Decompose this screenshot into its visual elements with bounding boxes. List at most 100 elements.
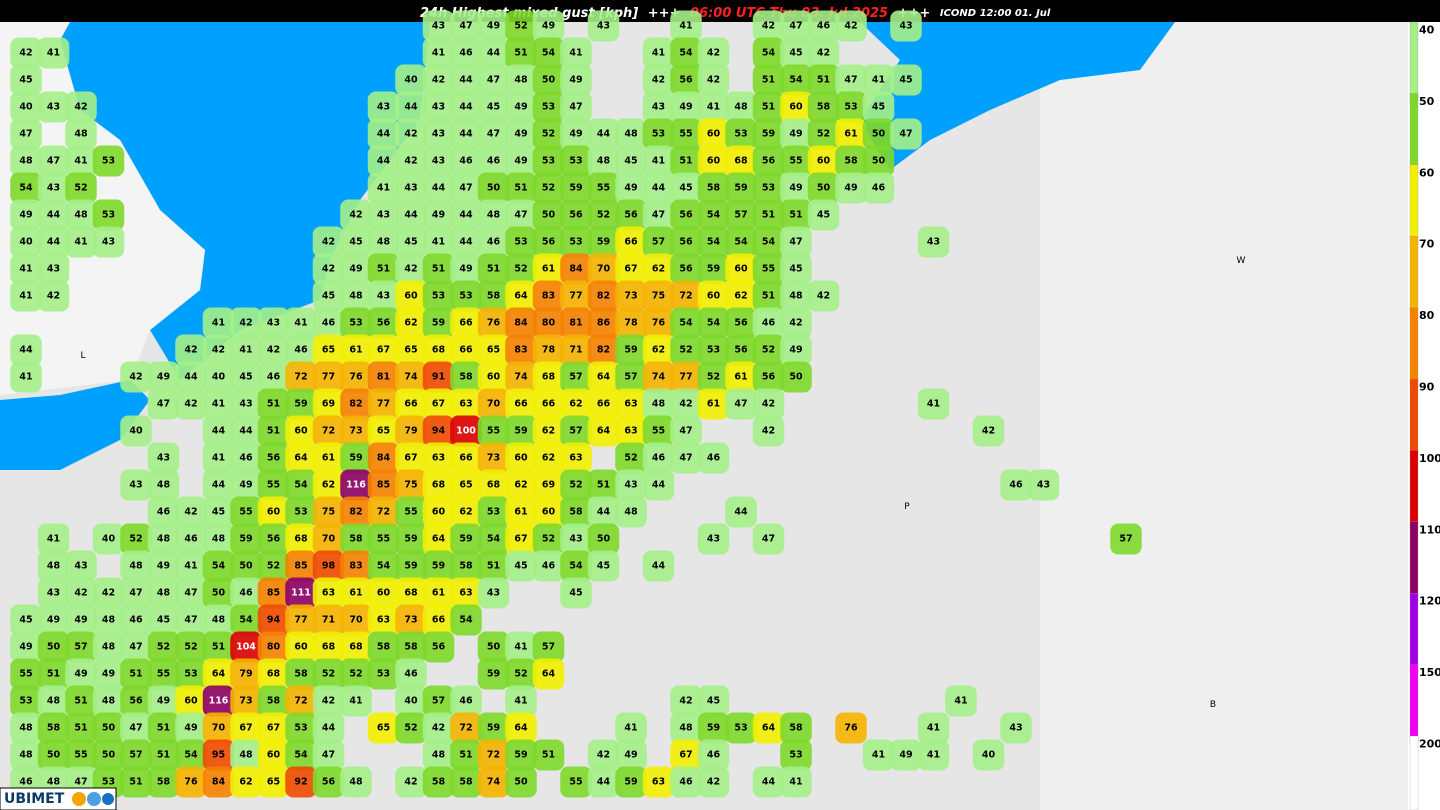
gust-value: 60 [707, 291, 721, 302]
gust-cell [670, 253, 702, 285]
gust-value: 56 [679, 210, 693, 221]
gust-cell [450, 199, 482, 231]
gust-cell [615, 145, 647, 177]
gust-value: 42 [707, 777, 720, 788]
gust-cell [65, 118, 97, 150]
gust-value: 45 [349, 237, 362, 248]
gust-cell [450, 10, 482, 42]
gust-cell [395, 577, 427, 609]
gust-value: 49 [844, 183, 857, 194]
gust-value: 68 [542, 372, 556, 383]
gust-value: 68 [267, 669, 281, 680]
gust-cell [670, 388, 702, 420]
gust-cell [670, 415, 702, 447]
gust-value: 58 [789, 723, 803, 734]
gust-value: 49 [157, 696, 170, 707]
gust-cell [257, 658, 290, 690]
gust-value: 58 [349, 534, 363, 545]
gust-cell [422, 307, 455, 339]
gust-cell [505, 658, 537, 690]
gust-cell [780, 91, 812, 123]
gust-cell [367, 631, 400, 663]
gust-value: 48 [349, 291, 363, 302]
gust-value: 53 [569, 237, 582, 248]
gust-cell [257, 523, 290, 555]
gust-cell [532, 199, 565, 231]
gust-value: 48 [212, 615, 226, 626]
gust-value: 51 [762, 210, 775, 221]
gust-value: 48 [487, 210, 501, 221]
gust-cell [780, 37, 812, 69]
land-east [1040, 22, 1408, 810]
gust-cell [230, 415, 262, 447]
gust-cell [697, 226, 730, 258]
gust-cell [505, 442, 537, 474]
gust-value: 76 [184, 777, 198, 788]
gust-cell [642, 91, 675, 123]
gust-value: 49 [514, 102, 527, 113]
gust-cell [477, 10, 510, 42]
gust-value: 54 [542, 48, 556, 59]
gust-cell [120, 577, 152, 609]
gust-value: 44 [404, 210, 418, 221]
gust-value: 44 [487, 48, 501, 59]
colorbar-label: 40 [1419, 24, 1435, 37]
gust-cell [725, 145, 757, 177]
gust-cell [340, 550, 372, 582]
gust-cell [725, 496, 757, 528]
gust-cell [175, 766, 207, 798]
gust-value: 70 [322, 534, 336, 545]
gust-cell [202, 361, 235, 393]
gust-cell [450, 280, 482, 312]
gust-cell [532, 469, 565, 501]
gust-cell [340, 280, 372, 312]
gust-value: 51 [212, 642, 225, 653]
gust-cell [532, 280, 565, 312]
gust-value: 61 [349, 588, 362, 599]
gust-value: 94 [432, 426, 446, 437]
gust-cell [670, 280, 702, 312]
gust-value: 42 [404, 156, 417, 167]
gust-cell [450, 145, 482, 177]
gust-value: 60 [404, 291, 418, 302]
gust-value: 64 [597, 426, 611, 437]
gust-value: 42 [184, 399, 197, 410]
gust-value: 53 [432, 291, 445, 302]
gust-cell [422, 361, 455, 393]
gust-value: 61 [542, 264, 555, 275]
gust-cell [697, 739, 730, 771]
gust-value: 59 [487, 723, 500, 734]
gust-field [10, 10, 1142, 798]
gust-cell [175, 550, 207, 582]
gust-value: 52 [157, 642, 170, 653]
gust-cell [422, 145, 455, 177]
gust-value: 44 [734, 507, 748, 518]
gust-cell [532, 550, 565, 582]
gust-value: 55 [569, 777, 582, 788]
gust-value: 49 [74, 615, 87, 626]
gust-value: 50 [542, 75, 556, 86]
gust-value: 50 [597, 534, 611, 545]
gust-value: 44 [459, 210, 473, 221]
gust-cell [615, 280, 647, 312]
colorbar: 40 50 60 70 80 90 100 110 120 150 200 [1409, 21, 1440, 810]
gust-value: 44 [459, 102, 473, 113]
gust-value: 54 [294, 750, 308, 761]
gust-value: 41 [47, 48, 60, 59]
gust-cell [65, 577, 97, 609]
gust-value: 57 [652, 237, 665, 248]
gust-cell [670, 37, 702, 69]
gust-cell [37, 712, 70, 744]
gust-value: 53 [652, 129, 665, 140]
gust-cell [422, 577, 455, 609]
gust-value: 49 [157, 372, 170, 383]
gust-value: 54 [239, 615, 253, 626]
gust-value: 66 [404, 399, 418, 410]
gust-value: 50 [212, 588, 226, 599]
gust-value: 66 [624, 237, 638, 248]
gust-value: 95 [212, 750, 225, 761]
gust-value: 44 [597, 507, 611, 518]
gust-cell [422, 64, 455, 96]
gust-value: 60 [294, 642, 308, 653]
